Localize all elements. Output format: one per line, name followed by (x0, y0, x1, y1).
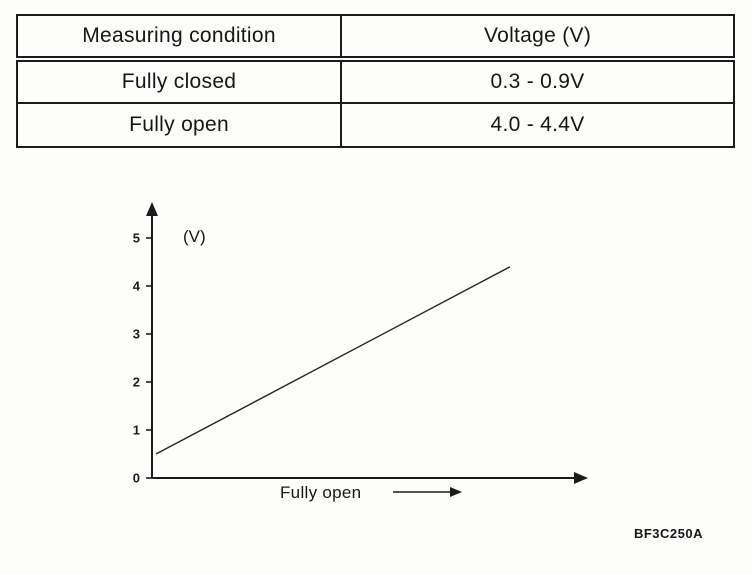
cell-voltage-fully-open: 4.0 - 4.4V (340, 102, 735, 148)
cell-voltage-fully-closed: 0.3 - 0.9V (340, 58, 735, 104)
cell-condition-fully-open: Fully open (15, 102, 343, 148)
y-tick-label: 1 (133, 423, 140, 438)
table-row-fully-closed: Fully closed 0.3 - 0.9V (15, 58, 735, 104)
y-tick-label: 2 (133, 375, 140, 390)
y-tick-label: 3 (133, 327, 140, 342)
chart-plot-area: 0 1 2 3 4 5 (133, 231, 511, 486)
y-tick-label: 5 (133, 231, 140, 246)
y-axis-arrowhead-icon (146, 202, 158, 216)
header-measuring-condition: Measuring condition (15, 14, 343, 62)
voltage-chart: (V) 0 1 2 3 4 5 Fully open (133, 202, 588, 502)
voltage-line (155, 266, 511, 455)
table-row-fully-open: Fully open 4.0 - 4.4V (15, 102, 735, 148)
y-tick-label: 0 (133, 471, 140, 486)
cell-condition-fully-closed: Fully closed (15, 58, 343, 104)
table-header-row: Measuring condition Voltage (V) (15, 14, 735, 62)
voltage-chart-container: (V) 0 1 2 3 4 5 Fully open (90, 198, 650, 528)
x-direction-arrowhead-icon (450, 487, 462, 497)
x-axis-label: Fully open (280, 483, 361, 502)
y-tick-label: 4 (133, 279, 141, 294)
y-axis-unit-label: (V) (183, 227, 206, 246)
x-axis-arrowhead-icon (574, 472, 588, 484)
voltage-spec-table: Measuring condition Voltage (V) Fully cl… (15, 14, 735, 148)
header-voltage: Voltage (V) (340, 14, 735, 62)
voltage-spec-table-container: Measuring condition Voltage (V) Fully cl… (15, 14, 735, 148)
figure-reference-code: BF3C250A (633, 526, 703, 541)
